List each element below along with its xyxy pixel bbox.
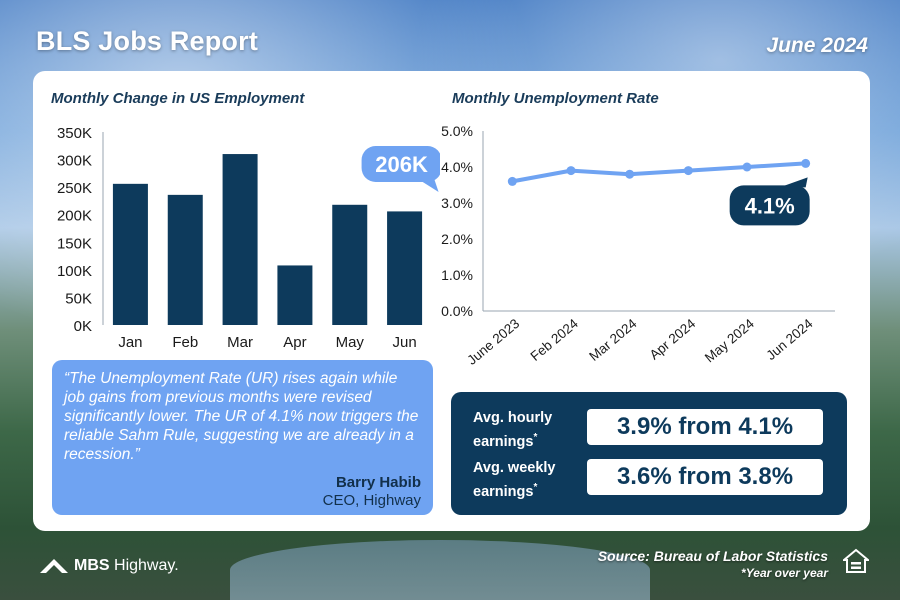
- bar-y-tick-label: 250K: [57, 180, 92, 197]
- bar-x-tick-label: Apr: [283, 334, 306, 351]
- hourly-earnings-value: 3.9% from 4.1%: [587, 409, 823, 445]
- bar-chart-title: Monthly Change in US Employment: [51, 90, 305, 107]
- weekly-asterisk: *: [533, 482, 538, 493]
- employment-bar: [387, 211, 423, 325]
- bar-callout-bubble: [361, 146, 440, 182]
- weekly-label-line2: earnings: [473, 483, 534, 500]
- footnote: *Year over year: [741, 566, 828, 580]
- bar-y-tick-label: 200K: [57, 208, 92, 225]
- bar-y-tick-label: 0K: [74, 318, 92, 335]
- equal-housing-icon: [843, 548, 869, 573]
- weekly-earnings-label: Avg. weekly earnings*: [473, 459, 555, 502]
- line-x-tick-label: May 2024: [702, 315, 757, 365]
- bar-x-tick-label: Jun: [392, 334, 416, 351]
- line-x-tick-label: Jun 2024: [763, 315, 816, 363]
- quote-box: “The Unemployment Rate (UR) rises again …: [52, 360, 433, 515]
- bar-y-tick-label: 50K: [65, 290, 92, 307]
- line-x-tick-label: June 2023: [464, 316, 522, 368]
- line-y-tick-label: 2.0%: [441, 231, 473, 247]
- bar-x-tick-label: Feb: [172, 334, 198, 351]
- unemployment-line-chart: 0.0% 1.0% 2.0% 3.0% 4.0% 5.0% June 2023 Feb 202…: [441, 123, 835, 368]
- employment-bar: [277, 265, 313, 325]
- bar-x-tick-label: May: [336, 334, 365, 351]
- unemployment-point: [801, 158, 811, 168]
- mbs-highway-logo: MBS Highway.: [40, 557, 179, 575]
- quote-text: “The Unemployment Rate (UR) rises again …: [64, 370, 419, 463]
- employment-bar: [332, 204, 368, 325]
- page-title: BLS Jobs Report: [36, 26, 259, 56]
- unemployment-point: [566, 166, 576, 176]
- line-callout-tail: [779, 177, 808, 188]
- hourly-earnings-label: Avg. hourly earnings*: [473, 409, 552, 452]
- employment-bar-chart: 0K 50K 100K 150K 200K 250K 300K 350K Jan Feb Mar Ap…: [57, 125, 440, 351]
- bar-callout-label: 206K: [375, 152, 428, 177]
- unemployment-point: [742, 162, 752, 172]
- line-callout-label: 4.1%: [745, 193, 795, 218]
- logo-part1: MBS: [74, 557, 110, 574]
- hourly-label-line2: earnings: [473, 433, 534, 450]
- line-y-tick-label: 4.0%: [441, 159, 473, 175]
- chevron-logo-icon: [40, 559, 68, 573]
- earnings-box: Avg. hourly earnings* 3.9% from 4.1% Avg…: [451, 392, 847, 515]
- report-date: June 2024: [766, 34, 868, 57]
- weekly-label-line1: Avg. weekly: [473, 460, 556, 476]
- unemployment-line: [511, 161, 806, 184]
- line-x-tick-label: Feb 2024: [528, 315, 582, 363]
- quote-author-role: CEO, Highway: [322, 492, 421, 509]
- bar-y-tick-label: 350K: [57, 125, 92, 142]
- source-note: Source: Bureau of Labor Statistics: [597, 548, 828, 564]
- line-y-tick-label: 3.0%: [441, 195, 473, 211]
- bar-x-tick-label: Jan: [118, 334, 142, 351]
- hourly-label-line1: Avg. hourly: [473, 410, 553, 426]
- quote-author: Barry Habib: [335, 474, 421, 491]
- unemployment-point: [507, 176, 517, 186]
- line-x-tick-label: Mar 2024: [586, 316, 640, 364]
- line-chart-title: Monthly Unemployment Rate: [452, 90, 659, 107]
- employment-bar: [167, 194, 203, 325]
- line-x-tick-label: Apr 2024: [647, 315, 699, 362]
- employment-bar: [222, 154, 258, 325]
- hourly-asterisk: *: [533, 432, 538, 443]
- background-river: [230, 540, 650, 600]
- weekly-earnings-value: 3.6% from 3.8%: [587, 459, 823, 495]
- bar-x-tick-label: Mar: [227, 334, 253, 351]
- employment-bar: [112, 183, 148, 325]
- line-callout-bubble: [729, 185, 810, 226]
- unemployment-point: [683, 166, 693, 176]
- line-y-tick-label: 5.0%: [441, 123, 473, 139]
- line-y-tick-label: 0.0%: [441, 303, 473, 319]
- logo-part2: Highway.: [114, 557, 179, 574]
- bar-y-tick-label: 300K: [57, 153, 92, 170]
- line-y-tick-label: 1.0%: [441, 267, 473, 283]
- bar-y-tick-label: 150K: [57, 235, 92, 252]
- bar-y-tick-label: 100K: [57, 263, 92, 280]
- bar-callout-tail: [419, 180, 439, 192]
- unemployment-point: [625, 169, 635, 179]
